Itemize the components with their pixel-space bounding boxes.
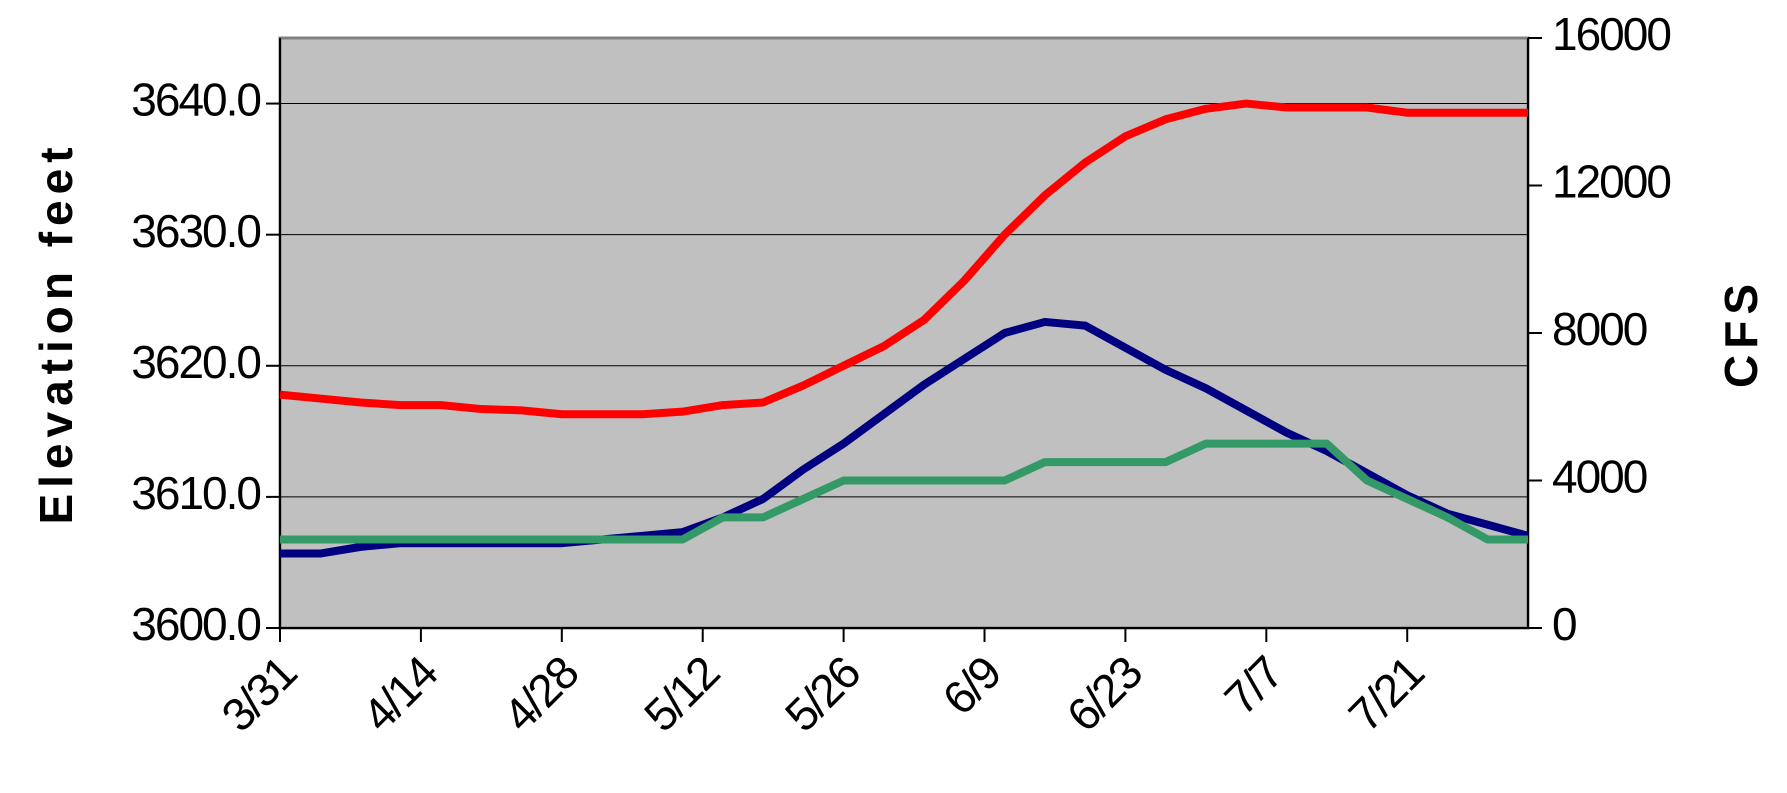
y-tick-label: 3630.0 [131, 205, 260, 257]
line-series [280, 439, 1528, 544]
x-tick-label: 4/14 [352, 646, 447, 741]
y-tick-label: 3620.0 [131, 336, 260, 388]
y-tick-label: 3610.0 [131, 467, 260, 519]
x-tick-label: 6/23 [1057, 647, 1152, 742]
y-axis-title: Elevation feet [30, 141, 82, 524]
x-tick-label: 5/26 [775, 647, 870, 742]
x-tick-label: 7/7 [1214, 647, 1292, 725]
x-tick-label: 7/21 [1338, 647, 1433, 742]
y2-tick-label: 4000 [1552, 451, 1647, 503]
y-tick-label: 3600.0 [131, 598, 260, 650]
y2-tick-label: 0 [1552, 598, 1576, 650]
y-tick-label: 3640.0 [131, 74, 260, 126]
x-tick-label: 4/28 [493, 647, 588, 742]
line-series [279, 99, 1528, 419]
x-tick-label: 5/12 [634, 647, 729, 742]
x-tick-label: 3/31 [211, 647, 306, 742]
y2-tick-label: 16000 [1552, 8, 1670, 60]
x-tick-label: 6/9 [932, 647, 1010, 725]
y2-axis-title: CFS [1715, 278, 1767, 388]
y2-tick-label: 8000 [1552, 303, 1647, 355]
y2-tick-label: 12000 [1552, 156, 1670, 208]
